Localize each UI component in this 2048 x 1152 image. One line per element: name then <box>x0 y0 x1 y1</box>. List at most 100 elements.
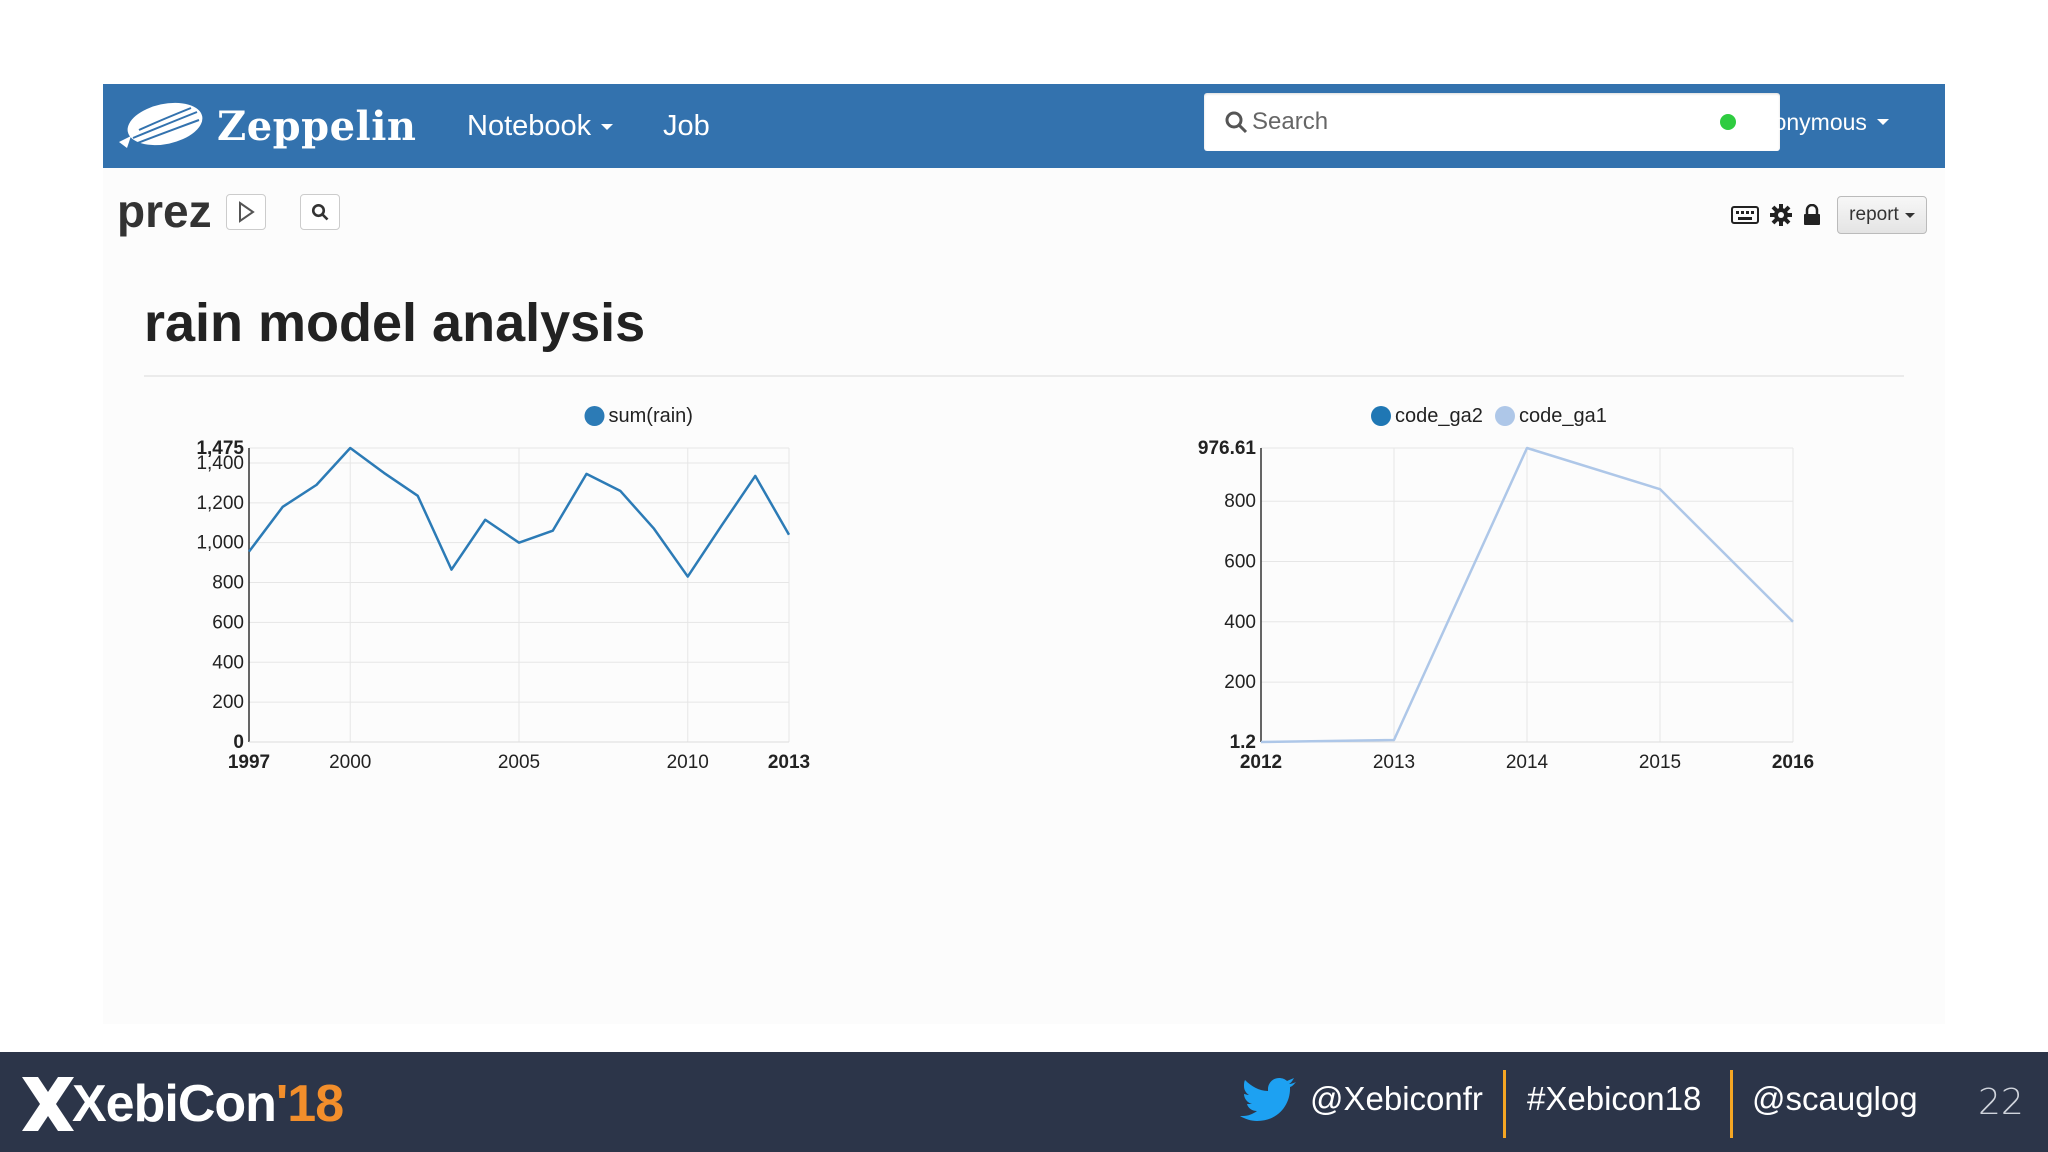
online-status-icon <box>1720 114 1736 130</box>
x-tick-label: 2015 <box>1639 752 1681 773</box>
y-tick-label: 400 <box>212 652 244 673</box>
data-point <box>686 575 690 579</box>
data-point <box>585 472 589 476</box>
data-point <box>652 527 656 531</box>
legend-marker <box>1371 406 1391 426</box>
y-tick-label: 0 <box>233 732 244 753</box>
brand-name: Zeppelin <box>217 102 417 150</box>
y-tick-label: 600 <box>1224 552 1256 573</box>
report-dropdown[interactable]: report <box>1837 196 1927 234</box>
divider <box>144 375 1904 377</box>
y-tick-label: 600 <box>212 612 244 633</box>
notebook-toolbar: report <box>1731 196 1927 234</box>
chevron-down-icon <box>1876 119 1889 125</box>
search-box <box>1204 93 1780 151</box>
y-tick-label: 1,000 <box>196 533 244 554</box>
data-point <box>348 446 352 450</box>
speaker-handle: @scauglog <box>1752 1080 1918 1117</box>
legend-label: sum(rain) <box>609 405 693 427</box>
event-hashtag: #Xebicon18 <box>1527 1080 1702 1117</box>
y-tick-label: 1,475 <box>196 438 244 459</box>
data-point <box>382 471 386 475</box>
xebicon-logo: XebiCon '18 <box>20 1074 344 1134</box>
zeppelin-app: Zeppelin Notebook Job anonymous prez <box>103 84 1945 1024</box>
x-tick-label: 2005 <box>498 752 540 773</box>
data-point <box>517 541 521 545</box>
data-point <box>247 550 251 554</box>
data-point <box>416 494 420 498</box>
search-icon <box>311 203 329 221</box>
data-point <box>753 474 757 478</box>
data-point <box>1791 620 1795 624</box>
report-label: report <box>1849 204 1899 225</box>
y-tick-label: 1,400 <box>196 453 244 474</box>
x-tick-label: 2013 <box>1373 752 1415 773</box>
y-tick-label: 976.61 <box>1198 438 1257 459</box>
x-tick-label: 2013 <box>768 752 810 773</box>
zeppelin-icon <box>119 102 203 148</box>
username: anonymous <box>1748 108 1867 135</box>
page-number: 22 <box>1978 1082 2024 1123</box>
search-icon <box>1225 111 1248 134</box>
y-tick-label: 1,200 <box>196 493 244 514</box>
search-code-button[interactable] <box>300 194 340 230</box>
x-tick-label: 2010 <box>667 752 709 773</box>
slide-footer: XebiCon '18 @Xebiconfr #Xebicon18 @scaugl… <box>0 1052 2048 1152</box>
gear-icon[interactable] <box>1769 203 1793 227</box>
user-menu[interactable]: anonymous <box>1720 102 1889 142</box>
data-point <box>450 568 454 572</box>
data-point <box>720 524 724 528</box>
twitter-handle: @Xebiconfr <box>1310 1080 1483 1117</box>
brand-logo[interactable]: Zeppelin <box>117 92 417 160</box>
notebook-menu-label: Notebook <box>467 110 592 142</box>
notebook-title[interactable]: prez <box>117 185 212 237</box>
data-point <box>618 489 622 493</box>
y-tick-label: 800 <box>212 573 244 594</box>
run-all-button[interactable] <box>226 194 266 230</box>
y-tick-label: 800 <box>1224 491 1256 512</box>
separator <box>1730 1070 1733 1138</box>
legend-label: code_ga1 <box>1519 405 1607 427</box>
play-icon <box>239 201 255 223</box>
job-menu[interactable]: Job <box>663 104 710 148</box>
x-tick-label: 1997 <box>228 752 270 773</box>
data-point <box>1525 446 1529 450</box>
series-line-code_ga1 <box>1260 446 1794 744</box>
x-tick-label: 2000 <box>329 752 371 773</box>
y-tick-label: 200 <box>1224 672 1256 693</box>
chevron-down-icon <box>1904 212 1915 218</box>
x-tick-label: 2016 <box>1772 752 1814 773</box>
job-menu-label: Job <box>663 110 710 142</box>
data-point <box>483 518 487 522</box>
y-tick-label: 1.2 <box>1230 732 1256 753</box>
legend-marker <box>584 406 605 426</box>
legend-marker <box>1495 406 1515 426</box>
navbar: Zeppelin Notebook Job anonymous <box>103 84 1945 168</box>
data-point <box>1259 740 1263 744</box>
search-input[interactable] <box>1252 93 1762 151</box>
keyboard-icon[interactable] <box>1731 206 1759 224</box>
data-point <box>551 529 555 533</box>
logo-main-text: XebiCon <box>72 1075 277 1133</box>
separator <box>1503 1070 1506 1138</box>
x-tick-label: 2014 <box>1506 752 1549 773</box>
legend-label: code_ga2 <box>1395 405 1483 427</box>
code-ga-line-chart: 1.2 200 400 600 800 976.61 2012 2013 2014 2015 201… <box>1198 405 1814 773</box>
x-tick-label: 2012 <box>1240 752 1282 773</box>
paragraph-title: rain model analysis <box>144 293 646 353</box>
data-point <box>281 505 285 509</box>
lock-icon[interactable] <box>1803 204 1821 226</box>
data-point <box>1392 738 1396 742</box>
notebook-menu[interactable]: Notebook <box>467 104 614 148</box>
y-tick-label: 400 <box>1224 612 1256 633</box>
y-tick-label: 200 <box>212 692 244 713</box>
data-point <box>315 483 319 487</box>
data-point <box>787 533 791 537</box>
data-point <box>1658 487 1662 491</box>
logo-year-text: '18 <box>275 1075 344 1133</box>
chevron-down-icon <box>601 124 614 131</box>
xebicon-x-icon <box>22 1077 74 1131</box>
series-line-sum(rain) <box>248 446 791 578</box>
twitter-icon <box>1240 1078 1296 1121</box>
